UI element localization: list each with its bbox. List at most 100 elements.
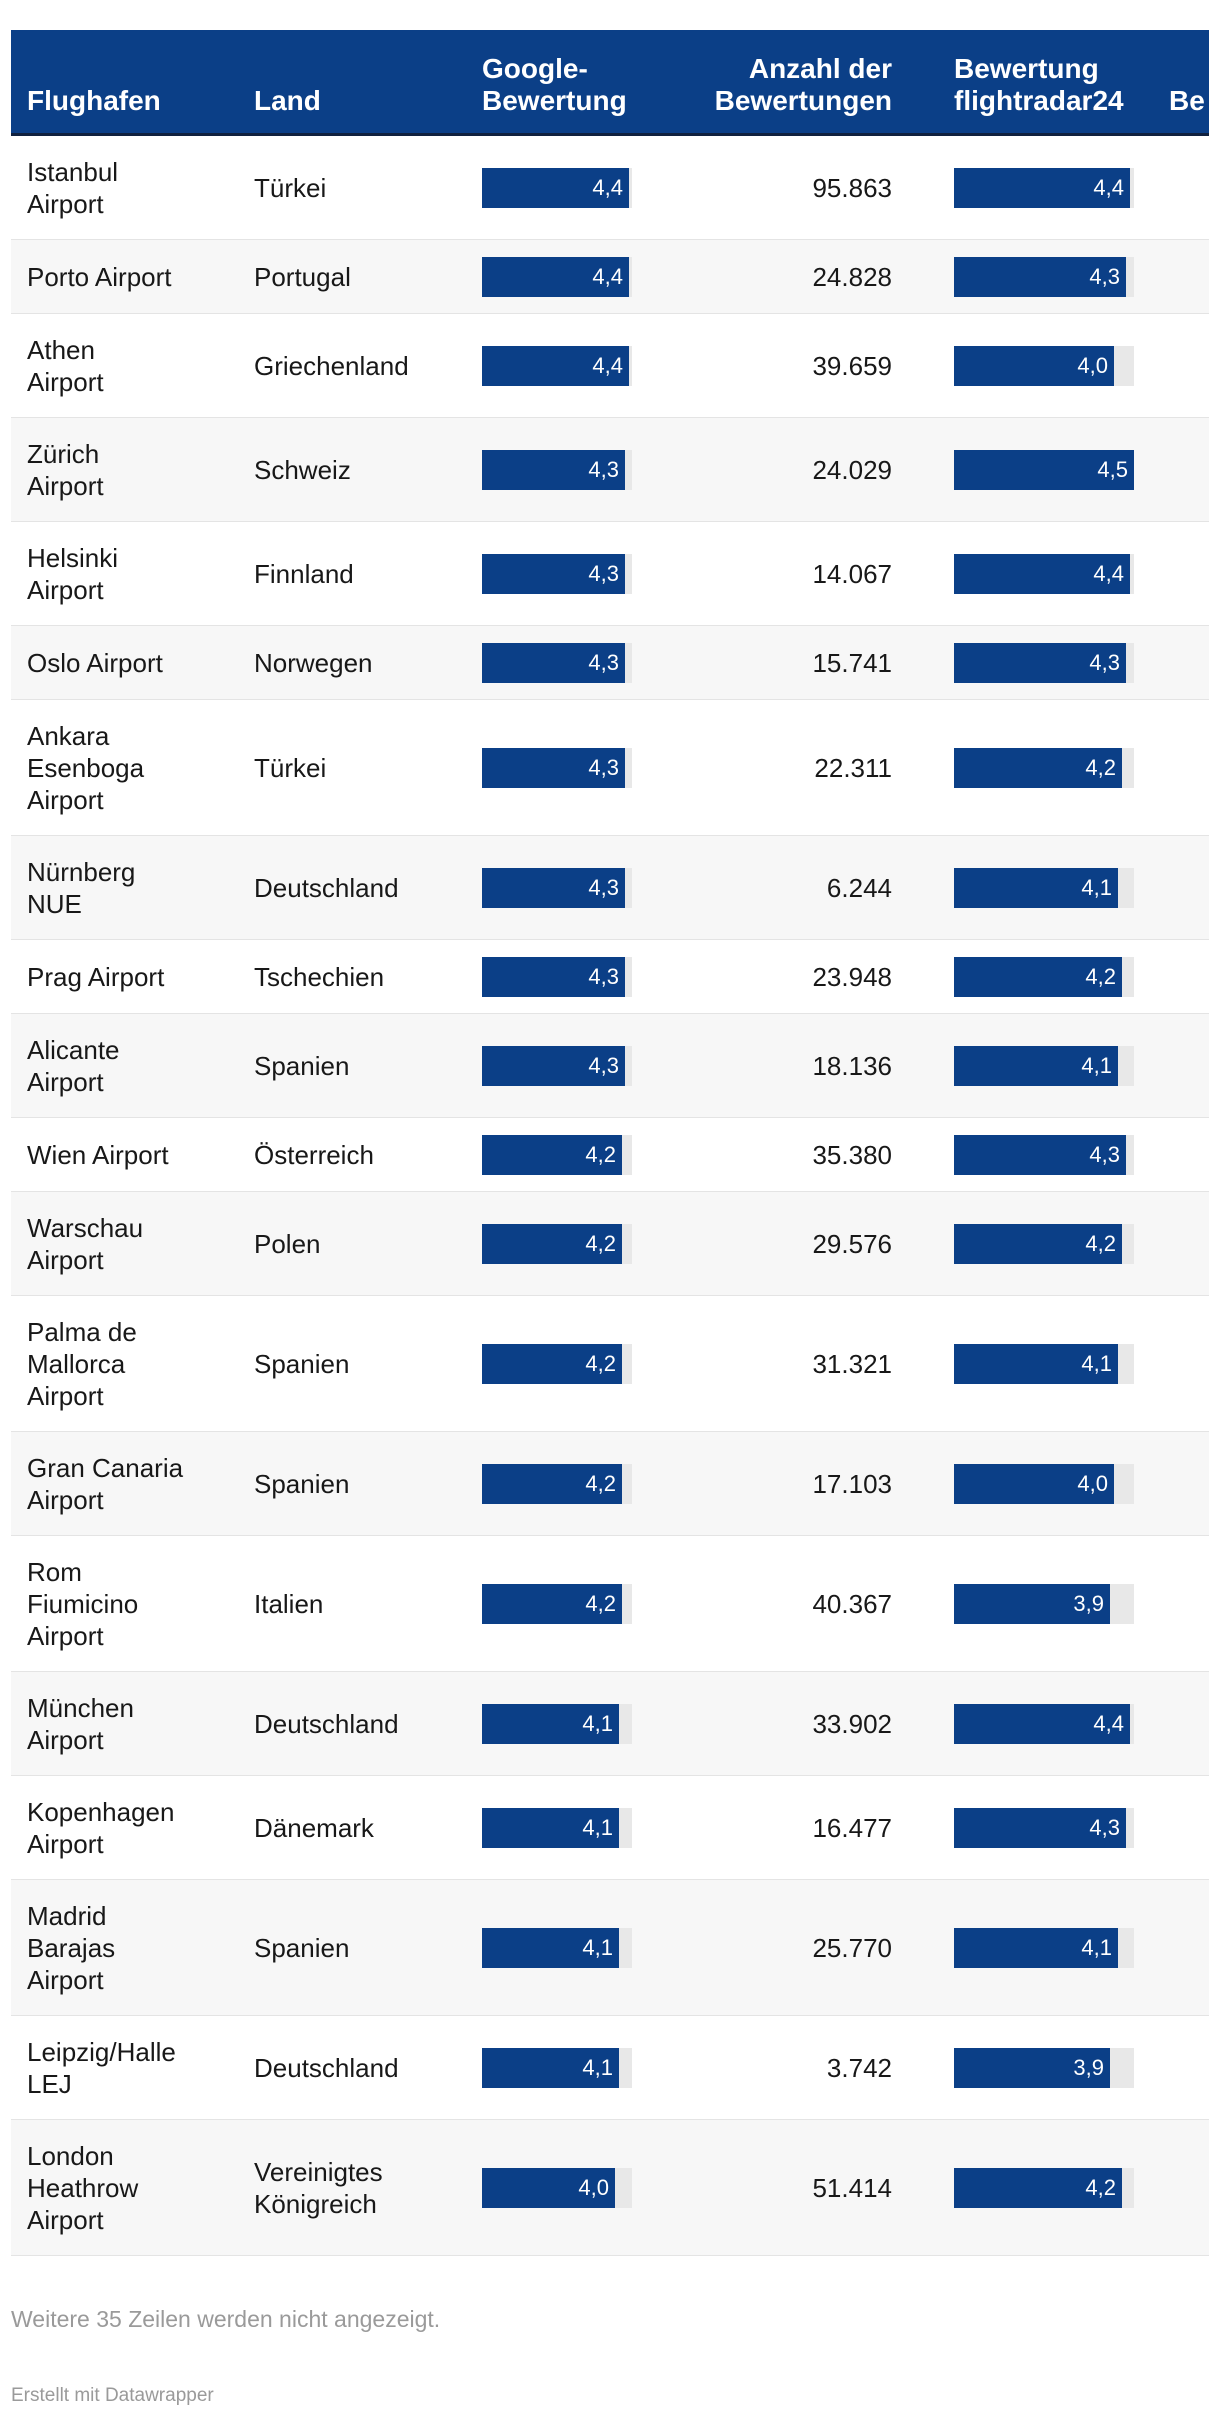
- fr24-rating-label: 4,4: [1093, 174, 1124, 200]
- google-rating-label: 4,4: [592, 174, 623, 200]
- google-rating-cell: 4,3: [465, 867, 692, 908]
- fr24-rating-label: 4,3: [1089, 649, 1120, 675]
- table-row: Alicante Airport Spanien 4,3 18.136 4,1: [11, 1014, 1209, 1118]
- google-rating-cell: 4,1: [465, 1703, 692, 1744]
- google-rating-cell: 4,1: [465, 1927, 692, 1968]
- fr24-rating-bar: [954, 867, 1118, 908]
- fr24-rating-cell: 4,4: [910, 553, 1154, 594]
- fr24-rating-cell: 4,4: [910, 1703, 1154, 1744]
- rating-count: 95.863: [812, 172, 892, 203]
- fr24-rating-bar: [954, 1807, 1126, 1848]
- google-rating-label: 4,3: [588, 963, 619, 989]
- fr24-rating-bar-track: 4,1: [954, 867, 1134, 908]
- google-rating-bar-track: 4,0: [482, 2167, 632, 2208]
- fr24-rating-cell: 4,0: [910, 1463, 1154, 1504]
- google-rating-bar-track: 4,4: [482, 345, 632, 386]
- airport-name: Zürich Airport: [27, 438, 104, 501]
- rating-count: 40.367: [812, 1588, 892, 1619]
- table-row: Rom Fiumicino Airport Italien 4,2 40.367 3,9: [11, 1536, 1209, 1672]
- table-row: Oslo Airport Norwegen 4,3 15.741 4,3: [11, 626, 1209, 700]
- hidden-rows-note: Weitere 35 Zeilen werden nicht angezeigt…: [11, 2306, 441, 2332]
- fr24-rating-cell: 4,0: [910, 345, 1154, 386]
- fr24-rating-bar-track: 4,1: [954, 1927, 1134, 1968]
- google-rating-label: 4,3: [588, 649, 619, 675]
- fr24-rating-bar-track: 4,2: [954, 747, 1134, 788]
- country-name: Türkei: [254, 172, 327, 203]
- google-rating-bar: [482, 167, 629, 208]
- fr24-rating-bar: [954, 747, 1122, 788]
- google-rating-label: 4,1: [582, 1934, 613, 1960]
- country-name: Spanien: [254, 1932, 350, 1963]
- fr24-rating-bar-track: 4,0: [954, 345, 1134, 386]
- google-rating-cell: 4,1: [465, 1807, 692, 1848]
- rating-count: 24.029: [812, 454, 892, 485]
- google-rating-bar-track: 4,3: [482, 867, 632, 908]
- fr24-rating-label: 4,4: [1093, 1710, 1124, 1736]
- google-rating-bar-track: 4,3: [482, 449, 632, 490]
- airport-name: Ankara Esenboga Airport: [27, 720, 145, 815]
- fr24-rating-bar: [954, 642, 1126, 683]
- fr24-rating-label: 4,1: [1081, 874, 1112, 900]
- table-row: Palma de Mallorca Airport Spanien 4,2 31.32…: [11, 1296, 1209, 1432]
- fr24-rating-cell: 4,2: [910, 1223, 1154, 1264]
- fr24-rating-label: 4,5: [1097, 456, 1128, 482]
- fr24-rating-label: 4,2: [1085, 2174, 1116, 2200]
- google-rating-bar-track: 4,3: [482, 642, 632, 683]
- fr24-rating-cell: 4,3: [910, 642, 1154, 683]
- google-rating-bar-track: 4,1: [482, 1927, 632, 1968]
- table-row: Porto Airport Portugal 4,4 24.828 4,3: [11, 240, 1209, 314]
- google-rating-cell: 4,0: [465, 2167, 692, 2208]
- header-anzahl-bewertungen[interactable]: Anzahl der Bewertungen: [714, 53, 892, 116]
- google-rating-cell: 4,4: [465, 256, 692, 297]
- fr24-rating-cell: 4,3: [910, 1134, 1154, 1175]
- header-bewertung-flightradar24[interactable]: Bewertung flightradar24: [954, 53, 1124, 116]
- google-rating-bar-track: 4,2: [482, 1343, 632, 1384]
- fr24-rating-bar-track: 4,4: [954, 1703, 1134, 1744]
- google-rating-bar-track: 4,2: [482, 1223, 632, 1264]
- country-name: Deutschland: [254, 2052, 399, 2083]
- fr24-rating-bar-track: 4,2: [954, 1223, 1134, 1264]
- fr24-rating-label: 4,1: [1081, 1052, 1112, 1078]
- airport-name: Athen Airport: [27, 334, 104, 397]
- google-rating-cell: 4,1: [465, 2047, 692, 2088]
- fr24-rating-bar-track: 4,0: [954, 1463, 1134, 1504]
- fr24-rating-bar-track: 4,3: [954, 256, 1134, 297]
- google-rating-bar: [482, 256, 629, 297]
- google-rating-cell: 4,3: [465, 642, 692, 683]
- google-rating-bar: [482, 1045, 625, 1086]
- airport-name: Nürnberg NUE: [27, 856, 136, 919]
- header-cut-off-column[interactable]: Be: [1169, 85, 1205, 116]
- table-row: Prag Airport Tschechien 4,3 23.948 4,2: [11, 940, 1209, 1014]
- table-header: Flughafen Land Google- Bewertung Anzahl …: [11, 30, 1209, 136]
- header-land[interactable]: Land: [254, 85, 321, 116]
- table-row: Leipzig/Halle LEJ Deutschland 4,1 3.742 3,9: [11, 2016, 1209, 2120]
- google-rating-label: 4,3: [588, 560, 619, 586]
- header-google-bewertung[interactable]: Google- Bewertung: [482, 53, 627, 116]
- country-name: Griechenland: [254, 350, 409, 381]
- google-rating-bar-track: 4,3: [482, 956, 632, 997]
- rating-count: 25.770: [812, 1932, 892, 1963]
- fr24-rating-bar: [954, 1583, 1110, 1624]
- table-body: Istanbul Airport Türkei 4,4 95.863 4,4 Porto …: [11, 136, 1209, 2256]
- airport-name: München Airport: [27, 1692, 134, 1755]
- google-rating-bar: [482, 642, 625, 683]
- google-rating-cell: 4,3: [465, 449, 692, 490]
- google-rating-bar-track: 4,4: [482, 256, 632, 297]
- header-flughafen[interactable]: Flughafen: [27, 85, 161, 116]
- fr24-rating-bar-track: 4,5: [954, 449, 1134, 490]
- airport-name: Madrid Barajas Airport: [27, 1900, 116, 1995]
- fr24-rating-bar: [954, 1134, 1126, 1175]
- google-rating-bar-track: 4,2: [482, 1134, 632, 1175]
- airport-name: Kopenhagen Airport: [27, 1796, 175, 1859]
- fr24-rating-label: 4,0: [1077, 1470, 1108, 1496]
- fr24-rating-bar: [954, 1223, 1122, 1264]
- table-row: München Airport Deutschland 4,1 33.902 4,4: [11, 1672, 1209, 1776]
- fr24-rating-bar-track: 4,3: [954, 642, 1134, 683]
- google-rating-bar: [482, 956, 625, 997]
- google-rating-cell: 4,2: [465, 1583, 692, 1624]
- google-rating-bar-track: 4,2: [482, 1463, 632, 1504]
- country-name: Italien: [254, 1588, 324, 1619]
- google-rating-label: 4,1: [582, 1814, 613, 1840]
- datawrapper-credit: Erstellt mit Datawrapper: [11, 2385, 214, 2406]
- google-rating-bar-track: 4,3: [482, 1045, 632, 1086]
